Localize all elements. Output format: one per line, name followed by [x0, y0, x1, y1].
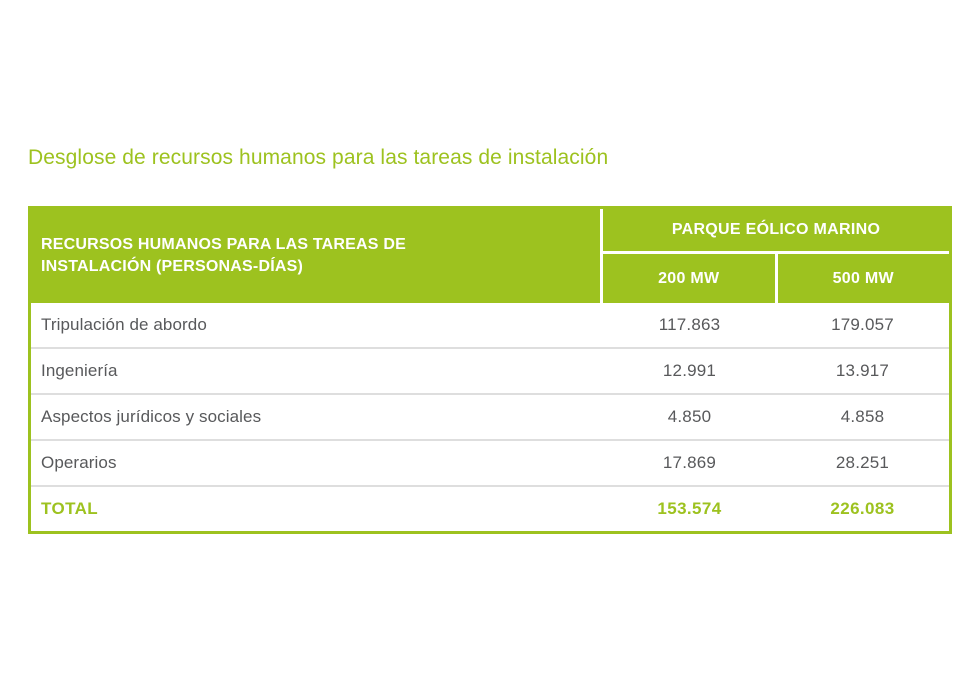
header-left-title: RECURSOS HUMANOS PARA LAS TAREAS DE INST… — [41, 236, 406, 275]
header-group-section: PARQUE EÓLICO MARINO 200 MW 500 MW — [600, 209, 949, 303]
table-total-row: TOTAL 153.574 226.083 — [31, 485, 949, 531]
row-value-500mw: 28.251 — [835, 453, 890, 472]
row-value-200mw: 12.991 — [662, 361, 717, 380]
header-group-title: PARQUE EÓLICO MARINO — [603, 209, 949, 254]
header-col-500mw: 500 MW — [774, 254, 950, 303]
human-resources-table: RECURSOS HUMANOS PARA LAS TAREAS DE INST… — [28, 206, 952, 534]
row-value-500mw: 179.057 — [831, 315, 894, 334]
row-value-500mw: 4.858 — [840, 407, 885, 426]
page-title: Desglose de recursos humanos para las ta… — [28, 146, 609, 169]
header-mw-columns: 200 MW 500 MW — [603, 254, 949, 303]
table-row: Aspectos jurídicos y sociales 4.850 4.85… — [31, 393, 949, 439]
total-value-200mw: 153.574 — [657, 499, 722, 518]
table-body: Tripulación de abordo 117.863 179.057 In… — [31, 303, 949, 531]
table-row: Operarios 17.869 28.251 — [31, 439, 949, 485]
total-label: TOTAL — [41, 499, 99, 518]
table-header: RECURSOS HUMANOS PARA LAS TAREAS DE INST… — [31, 209, 949, 303]
row-value-200mw: 4.850 — [667, 407, 712, 426]
row-value-200mw: 17.869 — [662, 453, 717, 472]
table-row: Ingeniería 12.991 13.917 — [31, 347, 949, 393]
row-value-500mw: 13.917 — [835, 361, 890, 380]
row-label: Ingeniería — [41, 361, 118, 380]
row-label: Tripulación de abordo — [41, 315, 207, 334]
header-col-200mw: 200 MW — [658, 269, 720, 287]
row-value-200mw: 117.863 — [658, 315, 721, 334]
total-value-500mw: 226.083 — [830, 499, 895, 518]
row-label: Aspectos jurídicos y sociales — [41, 407, 262, 426]
table-row: Tripulación de abordo 117.863 179.057 — [31, 303, 949, 347]
row-label: Operarios — [41, 453, 117, 472]
